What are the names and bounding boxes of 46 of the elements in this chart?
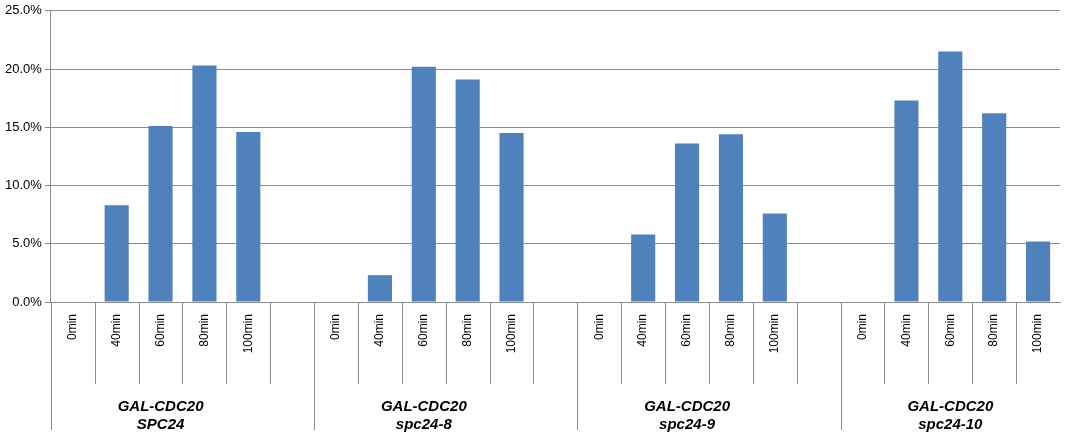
- x-tick-label: 80min: [459, 314, 474, 347]
- x-tick-label: 40min: [898, 314, 913, 347]
- y-tick-label: 5.0%: [12, 235, 43, 251]
- y-tick-label: 25.0%: [4, 2, 43, 18]
- bar: [192, 65, 217, 302]
- bar: [762, 213, 787, 302]
- bar: [938, 51, 963, 302]
- bar: [1026, 241, 1051, 302]
- text: GAL-CDC20 spc24-10: [907, 397, 994, 433]
- bar: [104, 205, 129, 302]
- y-tick-label: 15.0%: [4, 118, 43, 134]
- x-tick-label: 80min: [196, 314, 211, 347]
- x-tick-label: 80min: [723, 314, 738, 347]
- text: GAL-CDC20 spc24-8: [380, 397, 468, 433]
- bar: [499, 133, 524, 302]
- bar: [148, 126, 173, 302]
- x-tick-label: 40min: [635, 314, 650, 347]
- x-tick-label: 40min: [372, 314, 387, 347]
- bar: [367, 275, 392, 302]
- bar: [982, 113, 1007, 302]
- y-tick-label: 0.0%: [12, 293, 43, 309]
- text: GAL-CDC20 spc24-9: [644, 397, 731, 433]
- x-tick-label: 80min: [986, 314, 1001, 347]
- bar: [718, 134, 743, 302]
- x-tick-label: 0min: [854, 314, 869, 341]
- bar: [455, 79, 480, 302]
- x-tick-label: 60min: [152, 314, 167, 347]
- bar: [674, 143, 700, 302]
- y-tick-label: 20.0%: [4, 60, 43, 76]
- x-tick-label: 60min: [679, 314, 694, 347]
- x-tick-label: 0min: [591, 314, 606, 341]
- bar: [236, 131, 261, 302]
- text: GAL-CDC20 SPC24: [117, 397, 205, 433]
- bar: [631, 234, 656, 302]
- x-tick-label: 40min: [108, 314, 123, 347]
- x-tick-label: 0min: [328, 314, 343, 341]
- x-tick-label: 0min: [65, 314, 80, 341]
- x-tick-label: 60min: [942, 314, 957, 347]
- x-tick-label: 60min: [416, 314, 431, 347]
- x-tick-label: 100min: [240, 314, 255, 354]
- x-tick-label: 100min: [503, 314, 518, 354]
- x-tick-label: 100min: [1030, 314, 1045, 354]
- bar: [411, 66, 436, 302]
- y-tick-label: 10.0%: [4, 177, 43, 193]
- bar: [894, 100, 919, 302]
- x-tick-label: 100min: [767, 314, 782, 354]
